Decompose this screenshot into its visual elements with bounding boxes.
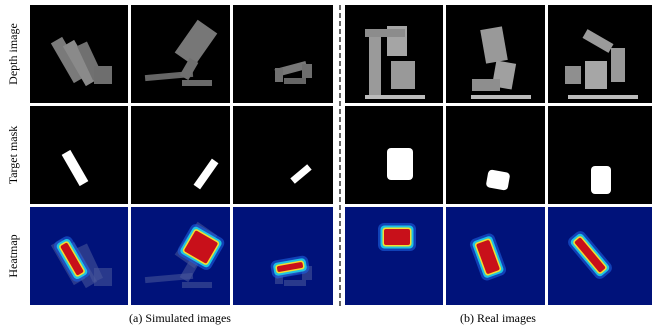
heat-shadow <box>284 280 306 286</box>
heat-peak <box>384 229 410 245</box>
caption: (a) Simulated images <box>129 311 231 325</box>
mask-object <box>387 148 413 180</box>
image-bg <box>30 106 128 204</box>
image-bg <box>233 207 333 305</box>
depth-object <box>302 64 312 78</box>
caption: (b) Real images <box>460 311 536 325</box>
depth-object <box>611 48 625 82</box>
depth-object <box>182 80 212 86</box>
mask-object <box>486 169 511 191</box>
row-label: Heatmap <box>6 234 20 277</box>
depth-object <box>365 95 425 99</box>
depth-object <box>585 61 607 89</box>
depth-object <box>391 61 415 89</box>
mask-object <box>591 166 611 194</box>
row-label: Target mask <box>6 126 20 185</box>
heat-shadow <box>182 282 212 288</box>
depth-object <box>472 79 500 91</box>
image-bg <box>446 106 545 204</box>
depth-object <box>365 29 405 37</box>
depth-object <box>369 35 381 95</box>
figure: Depth image Target mask Heatmap (a) Simu… <box>0 0 655 329</box>
image-bg <box>345 207 443 305</box>
depth-object <box>565 66 581 84</box>
heat-shadow <box>94 268 112 286</box>
depth-object <box>275 68 283 82</box>
depth-object <box>94 66 112 84</box>
image-bg <box>233 106 333 204</box>
image-bg <box>233 5 333 103</box>
depth-object <box>284 78 306 84</box>
row-label: Depth image <box>6 23 20 85</box>
image-bg <box>131 106 230 204</box>
depth-object <box>471 95 531 99</box>
depth-object <box>568 95 638 99</box>
